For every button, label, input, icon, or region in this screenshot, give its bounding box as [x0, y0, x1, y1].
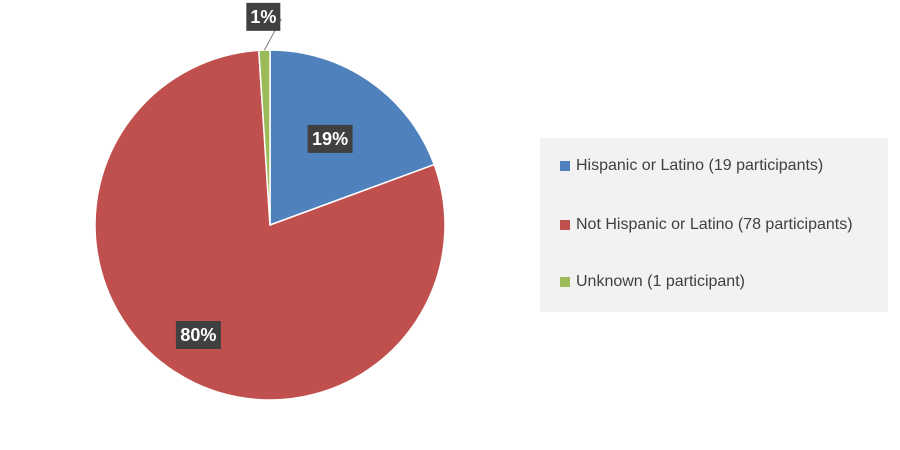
legend-swatch — [560, 220, 570, 230]
pie-slices — [94, 49, 446, 401]
data-label-box — [175, 320, 221, 349]
legend: Hispanic or Latino (19 participants) Not… — [540, 138, 888, 312]
data-label-hispanic: 19% — [307, 124, 353, 153]
data-label-box — [307, 124, 353, 153]
legend-label: Not Hispanic or Latino (78 participants) — [576, 216, 853, 233]
legend-item-unknown: Unknown (1 participant) — [560, 272, 745, 292]
data-label-unknown: 1% — [246, 2, 281, 31]
data-label-text: 19% — [312, 129, 348, 149]
legend-item-hispanic: Hispanic or Latino (19 participants) — [560, 156, 823, 176]
data-labels: 19% 80% 1% — [175, 2, 353, 349]
legend-label: Unknown (1 participant) — [576, 273, 745, 290]
data-label-box — [246, 2, 281, 31]
legend-swatch — [560, 161, 570, 171]
legend-label: Hispanic or Latino (19 participants) — [576, 157, 824, 174]
legend-item-not-hispanic: Not Hispanic or Latino (78 participants) — [560, 215, 853, 235]
data-label-text: 80% — [180, 325, 216, 345]
data-label-text: 1% — [250, 7, 276, 27]
legend-swatch — [560, 277, 570, 287]
data-label-not-hispanic: 80% — [175, 320, 221, 349]
slice-not-hispanic — [94, 49, 446, 401]
